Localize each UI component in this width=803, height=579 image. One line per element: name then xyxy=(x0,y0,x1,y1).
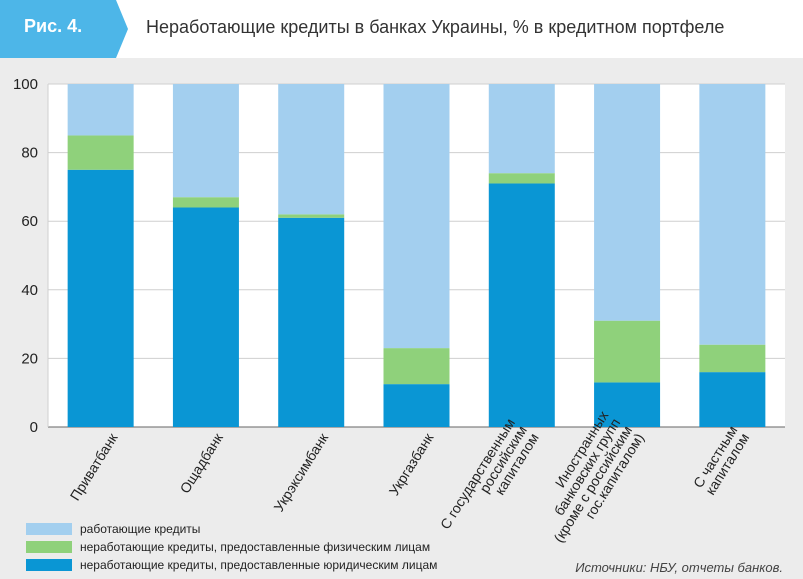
y-tick-label: 40 xyxy=(21,282,38,299)
category-label: Ощадбанк xyxy=(176,429,226,496)
y-tick-label: 60 xyxy=(21,213,38,230)
source-note: Источники: НБУ, отчеты банков. xyxy=(575,560,783,575)
bar-segment-2 xyxy=(488,84,555,174)
category-label-group: Укрэксимбанк xyxy=(270,429,331,514)
bar-segment-2 xyxy=(278,84,345,215)
bar-segment-0 xyxy=(699,372,766,427)
category-label: Укрэксимбанк xyxy=(270,429,331,514)
figure-tag-shape xyxy=(0,0,128,58)
legend-item: работающие кредиты xyxy=(26,520,437,538)
category-label: Приватбанк xyxy=(67,429,121,503)
bar-segment-1 xyxy=(383,348,450,385)
legend-item: неработающие кредиты, предоставленные юр… xyxy=(26,556,437,574)
y-tick-label: 20 xyxy=(21,350,38,367)
figure-number-tag: Рис. 4. xyxy=(0,0,128,58)
bar-segment-1 xyxy=(172,197,239,208)
bar-segment-2 xyxy=(67,84,134,136)
bar-segment-2 xyxy=(172,84,239,198)
y-tick-label: 0 xyxy=(30,419,38,436)
legend-swatch xyxy=(26,559,72,571)
figure-number: Рис. 4. xyxy=(24,16,83,36)
chart-legend: работающие кредиты неработающие кредиты, … xyxy=(26,520,437,574)
bar-segment-0 xyxy=(594,382,661,427)
legend-swatch xyxy=(26,541,72,553)
bar-segment-2 xyxy=(383,84,450,349)
category-label-group: Укргазбанк xyxy=(386,430,437,499)
category-label-group: Приватбанк xyxy=(67,429,121,503)
category-label-group: Ощадбанк xyxy=(176,429,226,496)
bar-segment-0 xyxy=(67,169,134,427)
bar-segment-1 xyxy=(488,173,555,184)
legend-item: неработающие кредиты, предоставленные фи… xyxy=(26,538,437,556)
y-tick-label: 80 xyxy=(21,145,38,162)
bar-segment-0 xyxy=(172,207,239,427)
bar-segment-0 xyxy=(278,217,345,427)
legend-label: работающие кредиты xyxy=(80,522,201,536)
legend-swatch xyxy=(26,523,72,535)
bar-segment-0 xyxy=(488,183,555,427)
figure-header: Рис. 4. Неработающие кредиты в банках Ук… xyxy=(0,0,803,58)
bar-segment-1 xyxy=(594,320,661,383)
bar-segment-2 xyxy=(594,84,661,321)
bar-segment-2 xyxy=(699,84,766,345)
figure-title: Неработающие кредиты в банках Украины, %… xyxy=(146,17,725,37)
category-label: Укргазбанк xyxy=(386,430,437,499)
bar-segment-1 xyxy=(278,214,345,218)
bar-segment-1 xyxy=(67,135,134,170)
bar-segment-1 xyxy=(699,344,766,373)
y-tick-label: 100 xyxy=(13,76,38,93)
bar-segment-0 xyxy=(383,384,450,427)
legend-label: неработающие кредиты, предоставленные фи… xyxy=(80,540,431,554)
legend-label: неработающие кредиты, предоставленные юр… xyxy=(80,558,438,572)
